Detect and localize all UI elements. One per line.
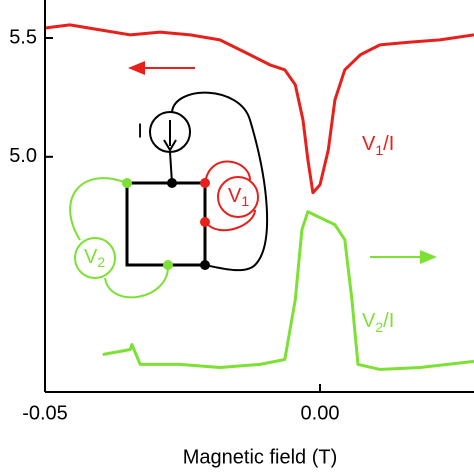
current-label: I bbox=[137, 120, 143, 142]
green-arrow bbox=[370, 250, 437, 264]
inset-diagram bbox=[69, 91, 269, 299]
series-label: V2/I bbox=[362, 310, 394, 334]
label-sub: 2 bbox=[375, 319, 383, 335]
x-tick-label: -0.05 bbox=[22, 402, 68, 424]
series-label: V1/I bbox=[362, 133, 394, 157]
x-tick-label: 0.00 bbox=[301, 402, 340, 424]
x-axis-label: Magnetic field (T) bbox=[183, 446, 338, 468]
red-arrow bbox=[128, 61, 195, 75]
label-rest: /I bbox=[383, 310, 394, 332]
v1-label: V1 bbox=[228, 185, 249, 208]
series-line bbox=[44, 23, 474, 195]
label-text: V bbox=[362, 310, 376, 332]
v2-sub: 2 bbox=[97, 254, 105, 270]
label-rest: /I bbox=[383, 133, 394, 155]
v1-sub: 1 bbox=[241, 193, 249, 209]
v2-label: V2 bbox=[84, 246, 105, 269]
series-line bbox=[102, 210, 474, 371]
y-tick-label: 5.5 bbox=[9, 26, 37, 48]
label-sub: 1 bbox=[375, 142, 383, 158]
label-text: V bbox=[362, 133, 376, 155]
v2-text: V bbox=[84, 246, 98, 268]
v1-text: V bbox=[228, 185, 242, 207]
y-tick-label: 5.0 bbox=[9, 145, 37, 167]
